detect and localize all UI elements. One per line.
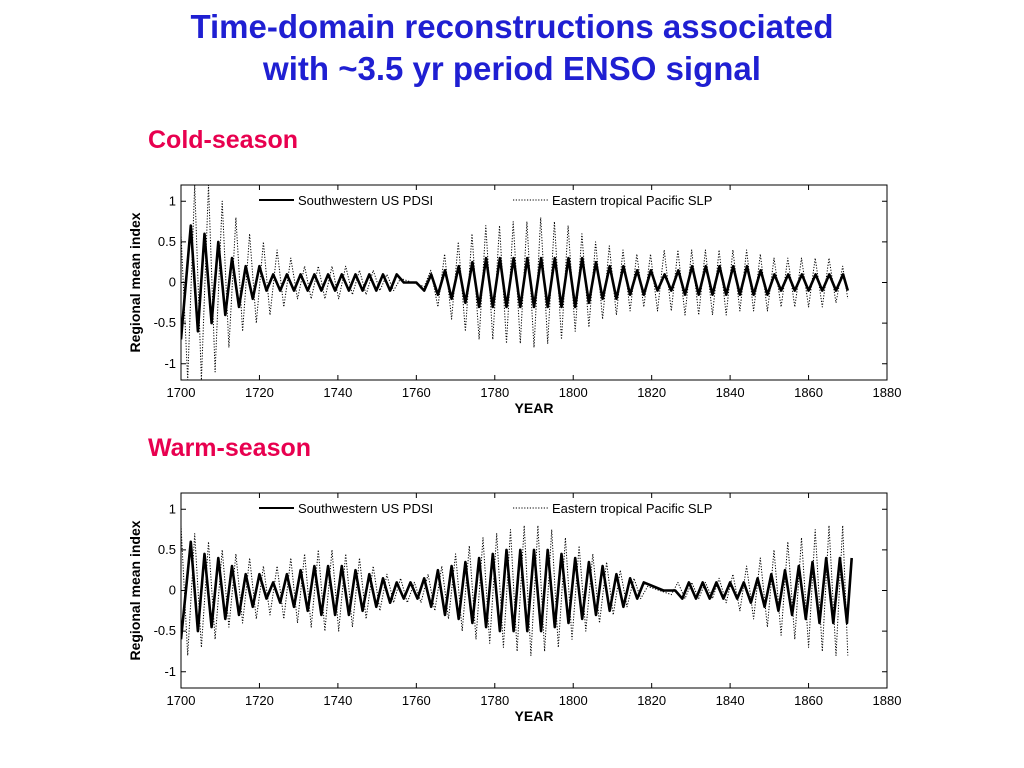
x-tick-label: 1700 [167,693,196,708]
x-tick-label: 1740 [323,385,352,400]
x-tick-label: 1700 [167,385,196,400]
x-axis-label: YEAR [515,708,554,724]
legend-entry: Southwestern US PDSI [298,501,433,516]
y-tick-label: 1 [169,501,176,516]
x-tick-label: 1880 [873,385,902,400]
plot-frame [180,184,888,381]
y-tick-label: 1 [169,193,176,208]
title-line-2: with ~3.5 yr period ENSO signal [263,50,761,87]
y-axis-label: Regional mean index [127,212,143,352]
y-tick-label: -1 [164,356,176,371]
legend-entry: Eastern tropical Pacific SLP [552,501,712,516]
x-tick-label: 1760 [402,385,431,400]
x-tick-label: 1840 [716,693,745,708]
title-line-1: Time-domain reconstructions associated [190,8,834,45]
warm-season-chart: 1700 1720 1740 1760 1780 1800 1820 1840 1860 1880… [127,492,902,724]
x-tick-label: 1880 [873,693,902,708]
x-tick-label: 1720 [245,693,274,708]
slide-title: Time-domain reconstructions associated w… [0,6,1024,90]
y-tick-label: 0.5 [158,542,176,557]
series-line-slp [181,185,849,380]
series-line-slp [181,525,849,656]
x-tick-label: 1780 [480,693,509,708]
x-tick-label: 1760 [402,693,431,708]
x-tick-label: 1820 [637,693,666,708]
cold-season-chart: 1700 1720 1740 1760 1780 1800 1820 1840 1860 1880… [127,184,902,416]
x-axis-label: YEAR [515,400,554,416]
y-tick-label: 0 [169,583,176,598]
legend-entry: Southwestern US PDSI [298,193,433,208]
x-tick-label: 1800 [559,693,588,708]
series-line-pdsi [181,224,850,340]
legend-entry: Eastern tropical Pacific SLP [552,193,712,208]
x-tick-label: 1740 [323,693,352,708]
x-tick-label: 1860 [794,693,823,708]
y-tick-label: 0.5 [158,234,176,249]
x-tick-label: 1840 [716,385,745,400]
cold-season-label: Cold-season [148,126,299,154]
y-tick-label: 0 [169,275,176,290]
series-line-pdsi [181,540,853,640]
y-axis-label: Regional mean index [127,520,143,660]
warm-season-label: Warm-season [148,434,312,462]
y-tick-label: -0.5 [154,623,176,638]
x-tick-label: 1780 [480,385,509,400]
x-tick-label: 1820 [637,385,666,400]
y-tick-label: -0.5 [154,315,176,330]
y-tick-label: -1 [164,664,176,679]
x-tick-label: 1860 [794,385,823,400]
x-tick-label: 1720 [245,385,274,400]
x-tick-label: 1800 [559,385,588,400]
